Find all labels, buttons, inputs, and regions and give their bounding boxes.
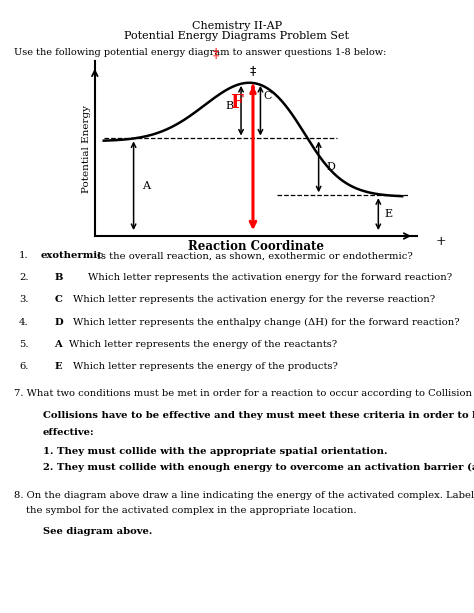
Text: C: C	[55, 295, 63, 305]
Text: Use the following potential energy diagram to answer questions 1-8 below:: Use the following potential energy diagr…	[14, 48, 387, 57]
Text: A: A	[143, 181, 151, 191]
Text: exothermic: exothermic	[40, 251, 103, 261]
Text: B: B	[226, 101, 234, 111]
Text: 4.: 4.	[19, 318, 28, 327]
Text: Which letter represents the energy of the reactants?: Which letter represents the energy of th…	[69, 340, 337, 349]
Text: D: D	[55, 318, 63, 327]
Text: B: B	[55, 273, 63, 282]
Text: 3.: 3.	[19, 295, 28, 305]
Text: D: D	[326, 162, 335, 172]
Text: 7. What two conditions must be met in order for a reaction to occur according to: 7. What two conditions must be met in or…	[14, 389, 474, 398]
Text: E: E	[55, 362, 62, 371]
X-axis label: Reaction Coordinate: Reaction Coordinate	[188, 240, 324, 253]
Text: 8. On the diagram above draw a line indicating the energy of the activated compl: 8. On the diagram above draw a line indi…	[14, 490, 474, 500]
Text: 1. They must collide with the appropriate spatial orientation.: 1. They must collide with the appropriat…	[43, 447, 387, 457]
Text: Which letter represents the activation energy for the reverse reaction?: Which letter represents the activation e…	[73, 295, 436, 305]
Text: +: +	[436, 235, 447, 248]
Text: ‡: ‡	[212, 48, 219, 61]
Text: A: A	[55, 340, 62, 349]
Text: Chemistry II-AP: Chemistry II-AP	[192, 21, 282, 31]
Text: Is the overall reaction, as shown, exothermic or endothermic?: Is the overall reaction, as shown, exoth…	[97, 251, 413, 261]
Text: C: C	[264, 91, 272, 101]
Text: Which letter represents the enthalpy change (ΔH) for the forward reaction?: Which letter represents the enthalpy cha…	[73, 318, 460, 327]
Text: 5.: 5.	[19, 340, 28, 349]
Text: effective:: effective:	[43, 428, 94, 437]
Text: Potential Energy Diagrams Problem Set: Potential Energy Diagrams Problem Set	[125, 31, 349, 40]
Text: Which letter represents the energy of the products?: Which letter represents the energy of th…	[73, 362, 338, 371]
Text: Which letter represents the activation energy for the forward reaction?: Which letter represents the activation e…	[88, 273, 452, 282]
Text: 1.: 1.	[19, 251, 28, 261]
Text: See diagram above.: See diagram above.	[43, 527, 152, 536]
Y-axis label: Potential Energy: Potential Energy	[82, 105, 91, 192]
Text: F: F	[230, 94, 243, 112]
Text: 2. They must collide with enough energy to overcome an activation barrier (activ: 2. They must collide with enough energy …	[43, 463, 474, 472]
Text: the symbol for the activated complex in the appropriate location.: the symbol for the activated complex in …	[26, 506, 356, 515]
Text: 6.: 6.	[19, 362, 28, 371]
Text: ‡: ‡	[250, 64, 256, 77]
Text: Collisions have to be effective and they must meet these criteria in order to be: Collisions have to be effective and they…	[43, 411, 474, 420]
Text: 2.: 2.	[19, 273, 28, 282]
Text: E: E	[384, 209, 392, 219]
